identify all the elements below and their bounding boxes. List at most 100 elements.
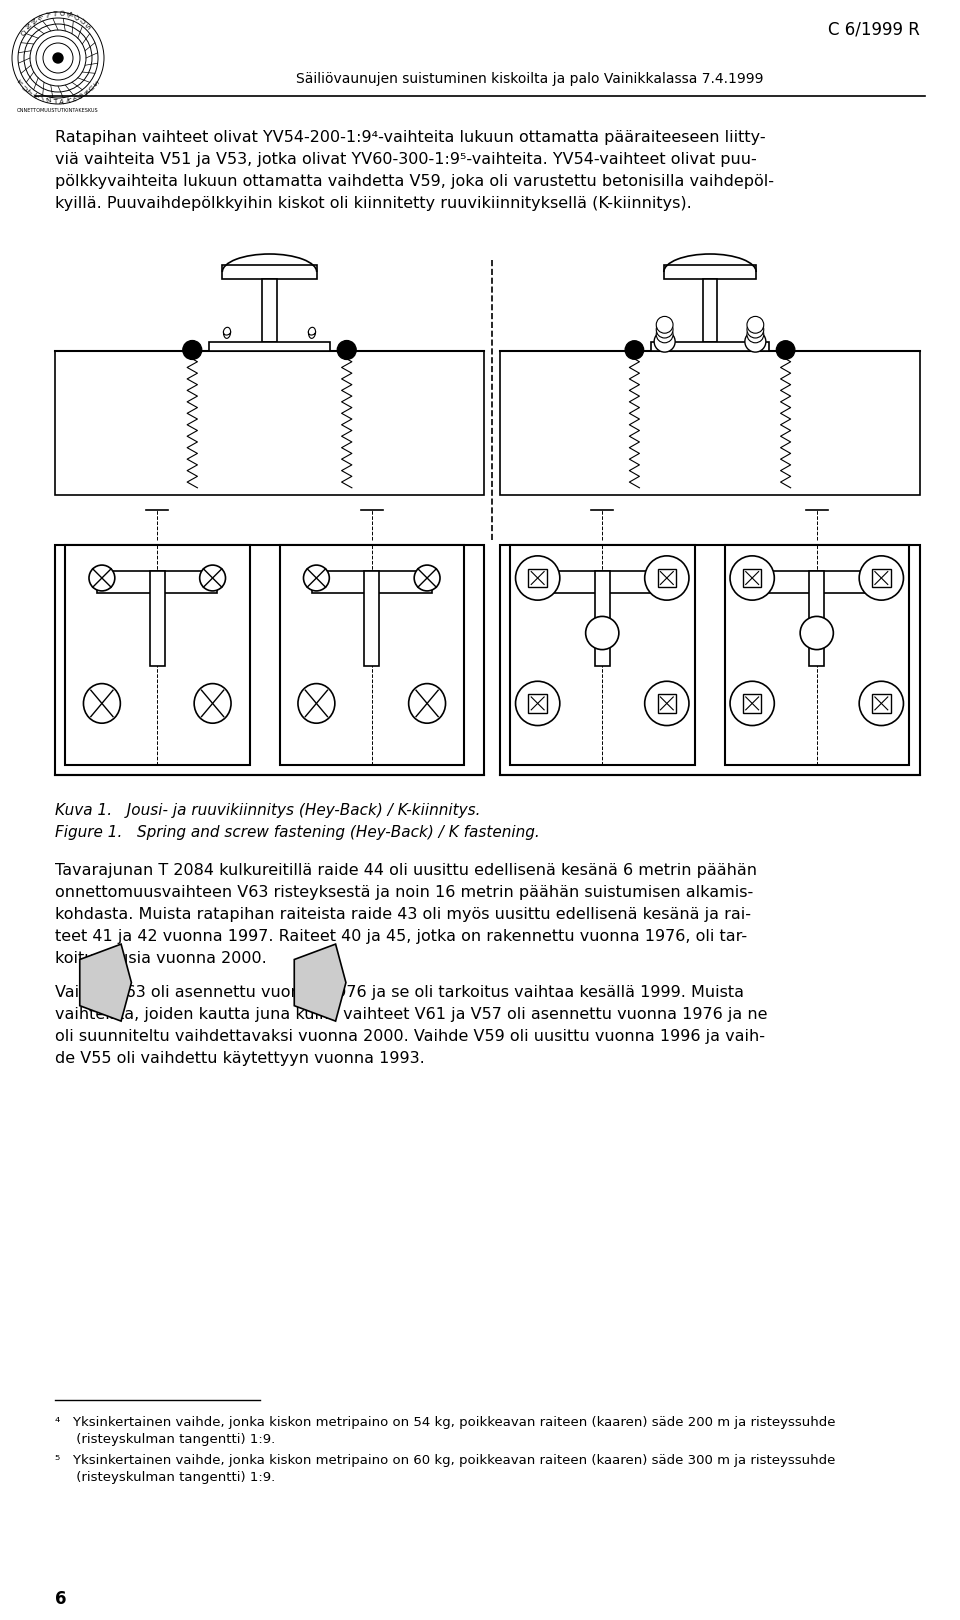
Text: Kuva 1.   Jousi- ja ruuvikiinnitys (Hey-Back) / K-kiinnitys.: Kuva 1. Jousi- ja ruuvikiinnitys (Hey-Ba… bbox=[55, 804, 481, 818]
Text: S: S bbox=[85, 23, 93, 31]
Text: ⁵   Yksinkertainen vaihde, jonka kiskon metripaino on 60 kg, poikkeavan raiteen : ⁵ Yksinkertainen vaihde, jonka kiskon me… bbox=[55, 1455, 835, 1468]
Text: oli suunniteltu vaihdettavaksi vuonna 2000. Vaihde V59 oli uusittu vuonna 1996 j: oli suunniteltu vaihdettavaksi vuonna 20… bbox=[55, 1029, 765, 1043]
Circle shape bbox=[182, 340, 202, 360]
Bar bbox=[55, 352, 484, 496]
Bar bbox=[595, 572, 610, 666]
Bar bbox=[312, 572, 432, 593]
Text: 6: 6 bbox=[55, 1589, 66, 1609]
Text: C 6/1999 R: C 6/1999 R bbox=[828, 19, 920, 37]
Text: T: T bbox=[18, 79, 26, 87]
Text: Figure 1.   Spring and screw fastening (Hey-Back) / K fastening.: Figure 1. Spring and screw fastening (He… bbox=[55, 825, 540, 841]
Bar bbox=[500, 352, 920, 496]
Text: E: E bbox=[71, 96, 77, 102]
Text: A: A bbox=[59, 99, 63, 105]
Text: U: U bbox=[73, 15, 81, 23]
Circle shape bbox=[657, 321, 673, 339]
Text: kyillä. Puuvaihdepölkkyihin kiskot oli kiinnitetty ruuvikiinnityksellä (K-kiinni: kyillä. Puuvaihdepölkkyihin kiskot oli k… bbox=[55, 196, 692, 211]
Circle shape bbox=[586, 616, 619, 650]
Circle shape bbox=[859, 556, 903, 599]
Text: de V55 oli vaihdettu käytettyyn vuonna 1993.: de V55 oli vaihdettu käytettyyn vuonna 1… bbox=[55, 1051, 424, 1066]
Bar bbox=[651, 342, 769, 352]
Circle shape bbox=[777, 340, 795, 360]
Circle shape bbox=[745, 330, 766, 352]
Text: T: T bbox=[53, 99, 57, 105]
Text: Säiliövaunujen suistuminen kiskoilta ja palo Vainikkalassa 7.4.1999: Säiliövaunujen suistuminen kiskoilta ja … bbox=[297, 71, 764, 86]
Bar bbox=[658, 695, 676, 713]
Bar bbox=[55, 544, 484, 774]
Circle shape bbox=[747, 316, 764, 334]
Text: koitus uusia vuonna 2000.: koitus uusia vuonna 2000. bbox=[55, 951, 267, 966]
Circle shape bbox=[414, 565, 440, 591]
Text: K: K bbox=[65, 97, 70, 104]
Text: O: O bbox=[18, 29, 26, 37]
Bar bbox=[872, 695, 891, 713]
Circle shape bbox=[53, 53, 63, 63]
Circle shape bbox=[800, 616, 833, 650]
Ellipse shape bbox=[84, 684, 120, 723]
Text: U: U bbox=[80, 18, 87, 26]
Text: (risteyskulman tangentti) 1:9.: (risteyskulman tangentti) 1:9. bbox=[55, 1434, 276, 1447]
Text: N: N bbox=[23, 23, 31, 31]
Bar bbox=[658, 569, 676, 586]
Text: vaihteista, joiden kautta juna kulki, vaihteet V61 ja V57 oli asennettu vuonna 1: vaihteista, joiden kautta juna kulki, va… bbox=[55, 1008, 767, 1022]
Bar bbox=[809, 572, 824, 666]
Circle shape bbox=[516, 556, 560, 599]
Bar bbox=[65, 544, 250, 765]
Polygon shape bbox=[80, 944, 132, 1021]
Bar bbox=[262, 279, 277, 342]
Bar bbox=[743, 695, 761, 713]
Bar bbox=[872, 569, 891, 586]
Ellipse shape bbox=[298, 684, 335, 723]
Circle shape bbox=[657, 326, 673, 343]
Bar bbox=[756, 572, 876, 593]
Circle shape bbox=[200, 565, 226, 591]
Text: viä vaihteita V51 ja V53, jotka olivat YV60-300-1:9⁵-vaihteita. YV54-vaihteet ol: viä vaihteita V51 ja V53, jotka olivat Y… bbox=[55, 152, 756, 167]
Circle shape bbox=[730, 682, 775, 726]
Circle shape bbox=[654, 330, 675, 352]
Ellipse shape bbox=[194, 684, 231, 723]
Circle shape bbox=[747, 326, 764, 343]
Text: T: T bbox=[44, 11, 50, 19]
Circle shape bbox=[89, 565, 115, 591]
Bar bbox=[150, 572, 164, 666]
Bar bbox=[365, 572, 379, 666]
Ellipse shape bbox=[409, 684, 445, 723]
Bar bbox=[223, 264, 317, 279]
Text: ONNETTOMUUSTUTKINTAKESKUS: ONNETTOMUUSTUTKINTAKESKUS bbox=[17, 109, 99, 113]
Text: ⁴   Yksinkertainen vaihde, jonka kiskon metripaino on 54 kg, poikkeavan raiteen : ⁴ Yksinkertainen vaihde, jonka kiskon me… bbox=[55, 1416, 835, 1429]
Bar bbox=[703, 279, 717, 342]
Circle shape bbox=[303, 565, 329, 591]
Text: teet 41 ja 42 vuonna 1997. Raiteet 40 ja 45, jotka on rakennettu vuonna 1976, ol: teet 41 ja 42 vuonna 1997. Raiteet 40 ja… bbox=[55, 928, 747, 944]
Circle shape bbox=[645, 556, 689, 599]
Text: K: K bbox=[82, 89, 88, 96]
Text: T: T bbox=[52, 11, 57, 18]
Text: N: N bbox=[29, 18, 36, 26]
Circle shape bbox=[625, 340, 643, 360]
Text: N: N bbox=[45, 97, 52, 104]
Bar bbox=[209, 342, 329, 352]
Bar bbox=[725, 544, 909, 765]
Bar bbox=[510, 544, 694, 765]
Text: Ratapihan vaihteet olivat YV54-200-1:9⁴-vaihteita lukuun ottamatta pääraiteeseen: Ratapihan vaihteet olivat YV54-200-1:9⁴-… bbox=[55, 130, 766, 146]
Circle shape bbox=[859, 682, 903, 726]
Text: Vaihde V63 oli asennettu vuonna 1976 ja se oli tarkoitus vaihtaa kesällä 1999. M: Vaihde V63 oli asennettu vuonna 1976 ja … bbox=[55, 985, 744, 1000]
Circle shape bbox=[730, 556, 775, 599]
Bar bbox=[528, 695, 547, 713]
Text: S: S bbox=[90, 79, 98, 87]
Text: M: M bbox=[65, 11, 73, 19]
Bar bbox=[528, 569, 547, 586]
Text: E: E bbox=[36, 15, 42, 21]
Text: U: U bbox=[22, 84, 30, 92]
Text: onnettomuusvaihteen V63 risteyksestä ja noin 16 metrin päähän suistumisen alkami: onnettomuusvaihteen V63 risteyksestä ja … bbox=[55, 885, 754, 901]
Polygon shape bbox=[295, 944, 346, 1021]
Text: O: O bbox=[59, 11, 64, 18]
Text: I: I bbox=[40, 96, 44, 102]
Text: K: K bbox=[33, 92, 39, 100]
Text: (risteyskulman tangentti) 1:9.: (risteyskulman tangentti) 1:9. bbox=[55, 1471, 276, 1484]
Text: Tavarajunan T 2084 kulkureitillä raide 44 oli uusittu edellisenä kesänä 6 metrin: Tavarajunan T 2084 kulkureitillä raide 4… bbox=[55, 863, 757, 878]
Text: U: U bbox=[86, 84, 94, 92]
Circle shape bbox=[657, 316, 673, 334]
Circle shape bbox=[645, 682, 689, 726]
Text: pölkkyvaihteita lukuun ottamatta vaihdetta V59, joka oli varustettu betonisilla : pölkkyvaihteita lukuun ottamatta vaihdet… bbox=[55, 173, 774, 190]
Circle shape bbox=[747, 321, 764, 339]
